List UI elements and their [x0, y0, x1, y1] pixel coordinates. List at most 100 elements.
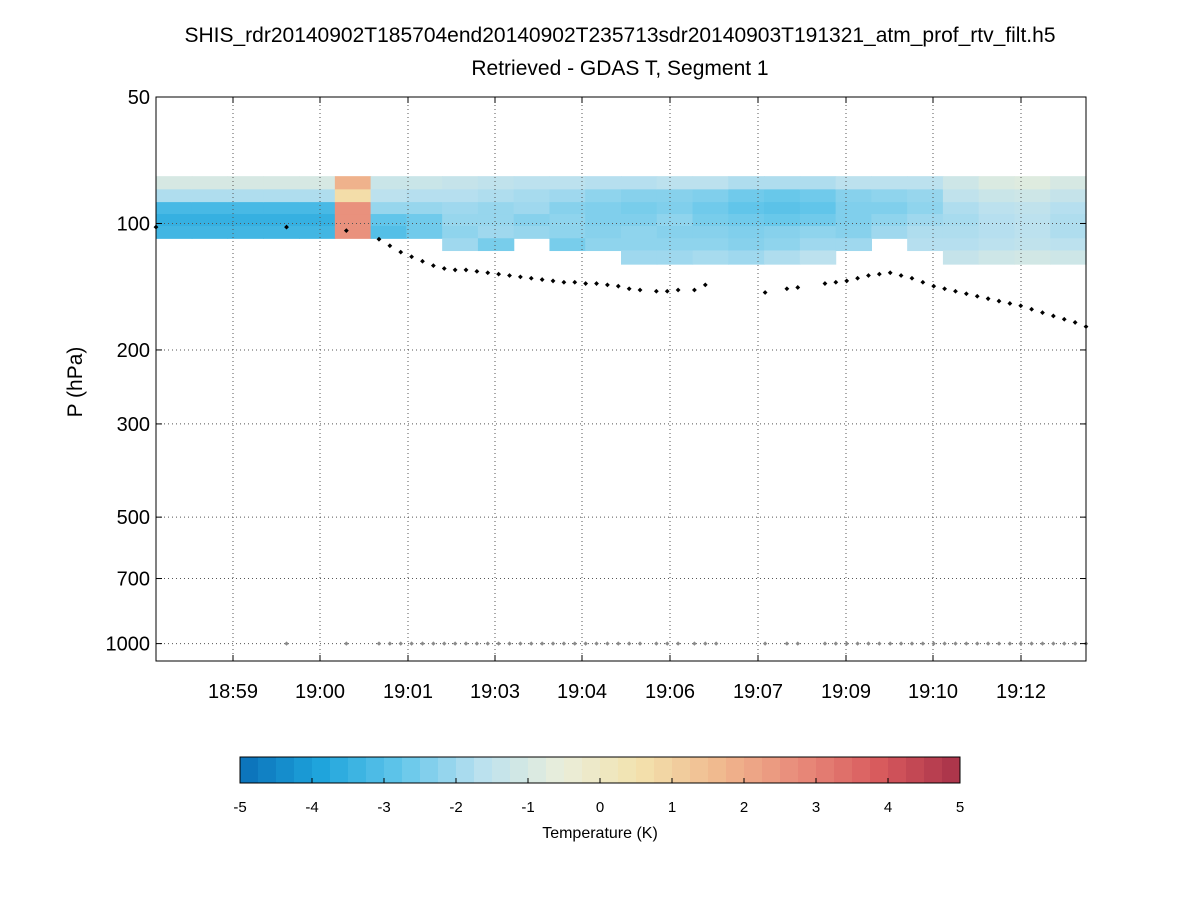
heatmap-cell — [263, 176, 300, 190]
tropopause-point — [931, 283, 937, 289]
heatmap-cell — [978, 189, 1016, 203]
heatmap-cell — [656, 176, 694, 190]
colorbar-segment — [582, 757, 601, 783]
chart-subtitle: Retrieved - GDAS T, Segment 1 — [471, 57, 768, 80]
x-tick-label: 19:06 — [645, 681, 695, 703]
y-tick-label: 300 — [117, 414, 150, 436]
heatmap-cell — [227, 189, 264, 203]
heatmap-cell — [263, 214, 300, 227]
heatmap-cell — [191, 202, 229, 215]
tropopause-point — [702, 282, 708, 288]
heatmap-cell — [191, 189, 229, 203]
heatmap-cell — [1050, 238, 1087, 252]
heatmap-cell — [299, 202, 336, 215]
heatmap-cell — [1014, 250, 1051, 265]
surface-point — [284, 641, 289, 646]
surface-point — [855, 641, 860, 646]
tropopause-point — [974, 293, 980, 299]
heatmap-cell — [477, 226, 515, 239]
surface-point — [920, 641, 926, 646]
heatmap-cell — [799, 202, 837, 215]
colorbar-segment — [348, 757, 367, 783]
heatmap-cell — [227, 176, 264, 190]
heatmap-cell — [1050, 202, 1087, 215]
heatmap-cell — [764, 238, 801, 252]
tropopause-point — [1061, 316, 1067, 322]
surface-point — [626, 641, 632, 646]
tropopause-point — [441, 266, 447, 271]
heatmap-cell — [549, 214, 586, 227]
surface-point — [703, 641, 708, 646]
tropopause-point — [909, 275, 915, 281]
y-axis-label: P (hPa) — [64, 347, 87, 418]
tropopause-point — [996, 298, 1002, 304]
heatmap-cell — [907, 202, 944, 215]
heatmap-cell — [1050, 250, 1087, 265]
heatmap-cell — [585, 214, 622, 227]
heatmap-cell — [728, 202, 765, 215]
colorbar-segment — [438, 757, 457, 783]
surface-point — [1072, 641, 1078, 646]
x-tick-label: 19:04 — [557, 681, 607, 703]
colorbar-segment — [942, 757, 961, 783]
heatmap-cell — [692, 176, 729, 190]
heatmap-cell — [477, 214, 515, 227]
heatmap-cell — [907, 226, 944, 239]
tropopause-point — [855, 275, 860, 281]
x-tick-label: 19:09 — [821, 681, 871, 703]
heatmap-cell — [299, 176, 336, 190]
x-axis-ticks: 18:59 19:00 19:01 19:03 19:04 19:06 19:07 19:09… — [208, 97, 1046, 703]
surface-point — [975, 641, 980, 646]
heatmap-cell — [549, 238, 586, 252]
heatmap-cell — [477, 202, 515, 215]
heatmap-cell — [692, 250, 729, 265]
heatmap-cell — [656, 226, 694, 239]
colorbar-segment — [330, 757, 349, 783]
heatmap-cell — [621, 189, 658, 203]
heatmap-cell — [728, 226, 765, 239]
heatmap-cell — [1014, 176, 1051, 190]
plot-area-frame — [155, 96, 1087, 662]
heatmap-cell — [942, 238, 980, 252]
heatmap-cell — [442, 176, 479, 190]
tropopause-point — [387, 243, 393, 249]
surface-point — [605, 641, 610, 646]
heatmap-cell — [871, 176, 908, 190]
surface-point — [452, 641, 458, 646]
tropopause-point — [985, 296, 991, 302]
colorbar-segment — [366, 757, 385, 783]
tropopause-point — [664, 288, 670, 294]
heatmap-cell — [477, 176, 515, 190]
surface-point — [616, 641, 621, 646]
colorbar-tick-label: 3 — [812, 799, 820, 816]
colorbar-tick-label: 5 — [956, 799, 964, 816]
heatmap-cell — [978, 250, 1016, 265]
tropopause-point — [784, 286, 790, 292]
heatmap-cell — [728, 189, 765, 203]
heatmap-cell — [871, 214, 908, 227]
heatmap-cell — [585, 238, 622, 252]
surface-point — [344, 641, 349, 646]
colorbar-label: Temperature (K) — [542, 825, 658, 842]
heatmap-cell — [907, 238, 944, 252]
heatmap-cell — [835, 202, 872, 215]
heatmap-cell — [621, 238, 658, 252]
tropopause-point — [561, 279, 567, 285]
surface-point — [675, 641, 681, 646]
tropopause-point — [474, 268, 480, 274]
surface-point — [985, 641, 991, 646]
tropopause-point — [572, 279, 578, 285]
surface-point — [942, 641, 947, 646]
tropopause-point — [822, 281, 828, 286]
surface-point — [909, 641, 915, 646]
colorbar-segment — [852, 757, 871, 783]
colorbar-tick-label: 0 — [596, 799, 604, 816]
colorbar-tick-label: -4 — [305, 799, 318, 816]
heatmap-cell — [406, 189, 443, 203]
surface-point — [420, 641, 425, 646]
tropopause-point — [942, 286, 947, 292]
heatmap-cell — [477, 189, 515, 203]
heatmap-cell — [1050, 226, 1087, 239]
colorbar-segment — [420, 757, 439, 783]
colorbar-segment — [726, 757, 745, 783]
